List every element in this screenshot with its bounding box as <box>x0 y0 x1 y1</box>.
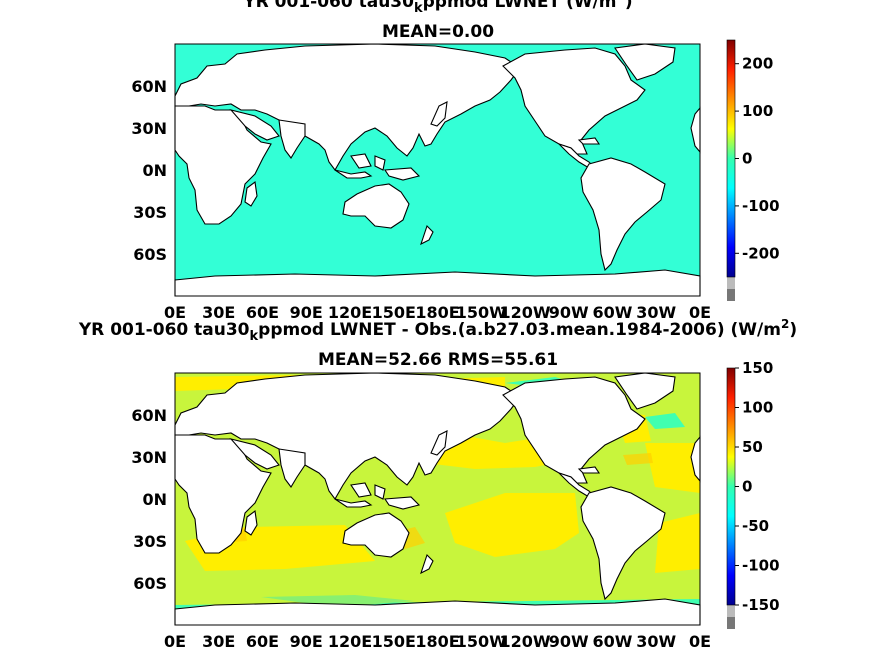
x-tick-label: 150W <box>456 632 507 651</box>
colorbar-tick-label: -150 <box>742 596 780 614</box>
colorbar-tick-label: 150 <box>742 359 773 377</box>
colorbar-tick-label: 200 <box>742 55 773 73</box>
x-tick-label: 60W <box>593 632 633 651</box>
x-tick-label: 90E <box>290 303 323 322</box>
x-tick-label: 0E <box>689 632 711 651</box>
y-tick-label: 60N <box>131 406 167 425</box>
x-tick-label: 30W <box>636 632 676 651</box>
colorbar-tick-label: 0 <box>742 150 752 168</box>
colorbar-tick-label: -100 <box>742 557 780 575</box>
x-tick-label: 90W <box>549 303 589 322</box>
x-tick-label: 120W <box>499 632 550 651</box>
x-tick-label: 0E <box>164 632 186 651</box>
panel-1-y-ticks: 60N 30N 0N 30S 60S <box>131 77 167 264</box>
colorbar-tick-label: -100 <box>742 197 780 215</box>
panel-2-y-ticks: 60N 30N 0N 30S 60S <box>131 406 167 593</box>
x-tick-label: 180E <box>415 632 459 651</box>
panel-1-colorbar: 200 100 0 -100 -200 <box>726 39 780 301</box>
x-tick-label: 120E <box>328 632 372 651</box>
y-tick-label: 60N <box>131 77 167 96</box>
panel-1-subtitle: MEAN=0.00 <box>382 22 494 42</box>
y-tick-label: 30S <box>133 203 167 222</box>
y-tick-label: 30N <box>131 119 167 138</box>
panel-2-map <box>174 372 701 626</box>
x-tick-label: 0E <box>689 303 711 322</box>
colorbar-tick-label: 100 <box>742 399 773 417</box>
x-tick-label: 90E <box>290 632 323 651</box>
y-tick-label: 0N <box>142 161 167 180</box>
panel-2-subtitle: MEAN=52.66 RMS=55.61 <box>318 350 558 370</box>
x-tick-label: 60W <box>593 303 633 322</box>
panel-1-title: YR 001-060 tau30kppmod LWNET (W/m2) <box>242 0 632 16</box>
panel-2: YR 001-060 tau30kppmod LWNET - Obs.(a.b2… <box>78 317 797 651</box>
colorbar-tick-label: -50 <box>742 517 769 535</box>
y-tick-label: 60S <box>133 245 167 264</box>
x-tick-label: 60E <box>246 303 279 322</box>
x-tick-label: 180E <box>415 303 459 322</box>
panel-2-colorbar: 150 100 50 0 -50 -100 -150 <box>726 359 780 629</box>
y-tick-label: 30N <box>131 448 167 467</box>
x-tick-label: 0E <box>164 303 186 322</box>
x-tick-label: 30E <box>202 632 235 651</box>
colorbar-tick-label: 100 <box>742 102 773 120</box>
x-tick-label: 90W <box>549 632 589 651</box>
colorbar-tick-label: 50 <box>742 438 763 456</box>
y-tick-label: 30S <box>133 532 167 551</box>
colorbar-tick-label: -200 <box>742 244 780 262</box>
x-tick-label: 120E <box>328 303 372 322</box>
x-tick-label: 150E <box>372 632 416 651</box>
panel-1-map <box>174 43 701 297</box>
colorbar-tick-label: 0 <box>742 478 752 496</box>
x-tick-label: 150E <box>372 303 416 322</box>
y-tick-label: 60S <box>133 574 167 593</box>
panel-1: YR 001-060 tau30kppmod LWNET (W/m2) MEAN… <box>131 0 779 322</box>
x-tick-label: 30W <box>636 303 676 322</box>
x-tick-label: 60E <box>246 632 279 651</box>
panel-2-title: YR 001-060 tau30kppmod LWNET - Obs.(a.b2… <box>78 317 797 344</box>
x-tick-label: 30E <box>202 303 235 322</box>
x-tick-label: 120W <box>499 303 550 322</box>
y-tick-label: 0N <box>142 490 167 509</box>
x-tick-label: 150W <box>456 303 507 322</box>
